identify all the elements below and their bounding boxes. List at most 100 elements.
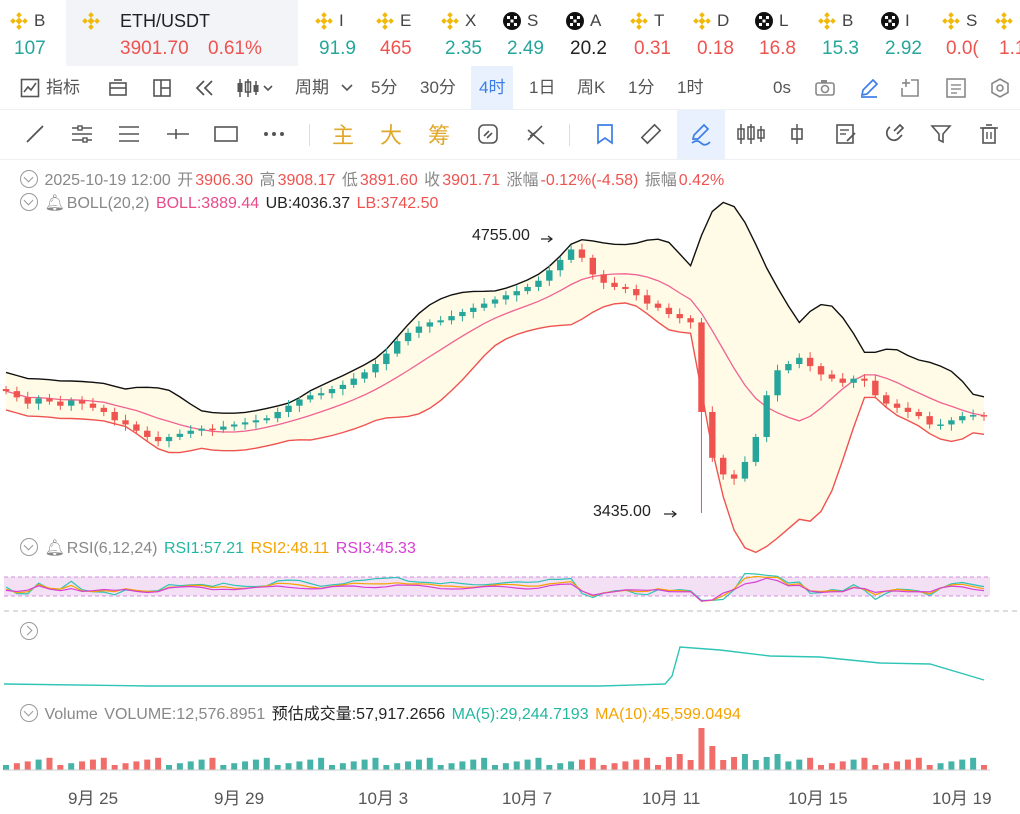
interval-30m[interactable]: 30分 [420,78,456,97]
extra-pane-toggle[interactable] [20,622,40,642]
ticker-item[interactable]: B 15.3 [808,0,864,66]
volume-bar [448,763,455,770]
rsi-name[interactable]: RSI(6,12,24) [66,540,158,557]
add-window-icon[interactable] [899,77,921,99]
volume-bar [687,760,694,770]
lock-drawing-icon[interactable] [882,122,906,146]
candle-body [861,378,868,381]
candle-body [524,286,531,292]
pen-icon[interactable] [858,77,880,99]
more-icon[interactable] [262,130,286,138]
magnet-icon[interactable] [476,122,500,146]
channel-icon[interactable] [117,123,141,145]
interval-1m[interactable]: 1分 [628,78,655,97]
main-indicator-button[interactable]: 主 [332,123,355,148]
volume-bar [198,759,205,770]
note-icon[interactable] [834,122,858,146]
candle-type-icon[interactable] [236,77,276,99]
layout-icon[interactable] [108,78,128,98]
horizontal-ray-icon[interactable] [165,123,191,145]
rsi2-value: RSI2:48.11 [250,540,330,557]
ticker-item[interactable]: T 0.31 [620,0,676,66]
replay-icon[interactable] [194,78,216,98]
ticker-item[interactable]: E1.1 [985,0,1020,66]
rsi-info: 🔔︎ RSI(6,12,24) RSI1:57.21 RSI2:48.11 RSI… [20,538,418,558]
large-order-button[interactable]: 大 [380,123,403,148]
interval-1w[interactable]: 周K [577,78,606,97]
ticker-item[interactable]: X 2.35 [431,0,487,66]
ticker-price: 2.35 [445,38,482,59]
boll-mid-value: BOLL:3889.44 [155,195,260,212]
ticker-item[interactable]: E 465 [366,0,424,66]
ticker-item[interactable]: ETH/USDT 3901.70 0.61% [66,0,298,66]
volume-bar [79,761,86,770]
bnb-icon [82,12,100,30]
ticker-item[interactable]: D 0.18 [683,0,739,66]
collapse-icon[interactable] [20,193,38,211]
collapse-icon[interactable] [20,538,38,556]
volume-bar [13,763,20,770]
boll-ub-value: UB:4036.37 [265,195,351,212]
ticker-item[interactable]: I 2.92 [871,0,925,66]
expand-icon[interactable] [20,622,38,640]
candle-body [307,395,314,400]
ticker-symbol: I [905,11,910,30]
ticker-strip: B 107 ETH/USDT 3901.70 0.61% I 91.9 E 465 X 2.35 S 2… [0,0,1020,66]
interval-1h[interactable]: 1时 [677,78,704,97]
volume-bar [350,761,357,770]
candle-body [709,411,716,458]
candle-body [535,280,542,287]
trash-icon[interactable] [977,122,1001,146]
ticker-symbol: T [654,11,665,30]
indicator-icon[interactable] [20,78,40,98]
horizontal-lines-icon[interactable] [70,123,94,145]
candlestick-icon[interactable] [736,122,766,146]
split-view-icon[interactable] [152,78,172,98]
filter-icon[interactable] [929,122,953,146]
boll-name[interactable]: BOLL(20,2) [66,195,150,212]
bnb-icon [376,12,394,30]
ticker-item[interactable]: S 0.0( [932,0,982,66]
bookmark-icon[interactable] [593,122,617,146]
chip-distribution-button[interactable]: 筹 [428,123,451,148]
layout-template-icon[interactable] [945,77,967,99]
ticker-item[interactable]: I 91.9 [305,0,361,66]
volume-bar [329,765,335,770]
ticker-item[interactable]: B 107 [0,0,60,66]
volume-bar [35,759,42,770]
candle-body [817,366,825,375]
single-candle-icon[interactable] [787,122,807,146]
volume-name[interactable]: Volume [44,706,98,723]
rectangle-icon[interactable] [213,123,239,145]
ticker-item[interactable]: S 2.49 [493,0,549,66]
volume-bar [568,761,575,770]
ticker-price: 107 [14,38,46,59]
period-dropdown[interactable]: 周期 [295,78,329,97]
ruler-icon[interactable] [639,122,663,146]
candle-body [915,411,922,417]
bell-icon[interactable]: 🔔︎ [44,195,65,212]
indicators-button[interactable]: 指标 [46,78,80,97]
hide-drawings-icon[interactable] [524,122,548,146]
candle-body [220,426,227,430]
low-marker-arrow [671,510,677,518]
ticker-item[interactable]: A 20.2 [556,0,613,66]
collapse-icon[interactable] [20,170,38,188]
draw-pen-icon [689,122,713,146]
ticker-item[interactable]: L 16.8 [745,0,801,66]
camera-icon[interactable] [814,78,836,98]
volume-bar [155,757,162,770]
ticker-symbol: B [34,11,46,30]
interval-5m[interactable]: 5分 [371,78,398,97]
drawing-mode-active[interactable] [677,110,725,159]
interval-4h[interactable]: 4时 [471,66,514,110]
settings-icon[interactable] [989,77,1011,99]
trend-line-icon[interactable] [24,123,46,145]
candle-body [339,384,347,390]
interval-1d[interactable]: 1日 [529,78,556,97]
volume-bar [3,765,9,770]
bell-icon[interactable]: 🔔︎ [44,540,65,557]
collapse-icon[interactable] [20,704,38,722]
rsi2-line [5,575,985,602]
